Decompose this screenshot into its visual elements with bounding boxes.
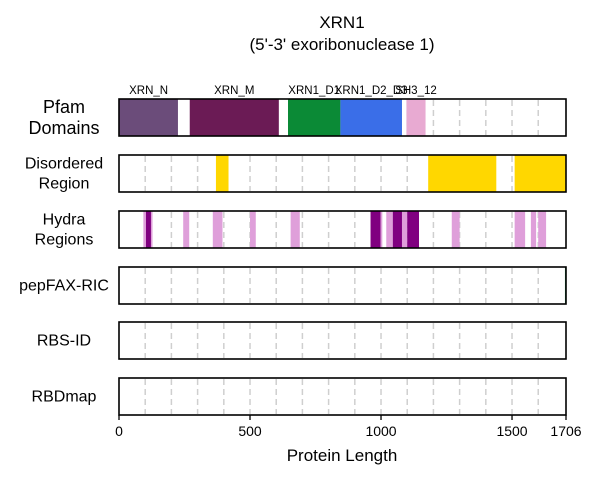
segment-2-9: [386, 211, 393, 248]
track-label: Domains: [28, 118, 99, 138]
segment-xrn1-d2-d3: [340, 99, 402, 136]
segment-2-13: [451, 211, 460, 248]
track-label: RBDmap: [32, 389, 97, 406]
segment-1-2: [514, 155, 566, 192]
track-1: Disordered Region: [25, 154, 567, 193]
segment-1-0: [215, 155, 229, 192]
segment-2-2: [150, 211, 153, 248]
segment-2-14: [514, 211, 526, 248]
domain-label: SH3_12: [395, 85, 437, 97]
track-background: [119, 267, 566, 304]
track-label: pepFAX-RIC: [19, 278, 109, 295]
segment-2-6: [290, 211, 300, 248]
x-tick-label: 500: [238, 423, 262, 439]
track-border: [118, 154, 567, 193]
x-axis: 0 500 1000 1500 1706: [115, 415, 582, 439]
track-border: [118, 210, 567, 249]
segment-xrn-n: [119, 99, 178, 136]
track-border: [118, 266, 567, 305]
segment-xrn-m: [189, 99, 279, 136]
track-label: RBS-ID: [37, 333, 91, 350]
x-tick-label: 1000: [365, 423, 396, 439]
track-background: [119, 322, 566, 359]
segment-2-0: [143, 211, 146, 248]
segment-2-5: [250, 211, 256, 248]
track-background: [119, 378, 566, 415]
track-3: pepFAX-RIC: [19, 266, 567, 305]
segment-sh3-12: [406, 99, 426, 136]
track-background: [119, 155, 566, 192]
chart-title: XRN1: [319, 13, 364, 32]
track-border: [118, 377, 567, 416]
x-tick-label: 1706: [550, 423, 581, 439]
segment-2-12: [407, 211, 420, 248]
x-axis-label: Protein Length: [287, 446, 398, 465]
track-5: RBDmap: [32, 377, 567, 416]
track-label: Pfam: [43, 97, 85, 117]
segment-2-4: [212, 211, 223, 248]
track-border: [118, 98, 567, 137]
segment-2-8: [380, 211, 383, 248]
domain-label: XRN1_D1: [288, 85, 340, 97]
x-tick-label: 0: [115, 423, 123, 439]
domain-label: XRN1_D2_D3: [335, 85, 408, 97]
segment-2-3: [183, 211, 190, 248]
segment-2-15: [530, 211, 537, 248]
x-tick-label: 1500: [496, 423, 527, 439]
segment-1-1: [428, 155, 497, 192]
track-label: Regions: [35, 232, 94, 249]
domain-label: XRN_N: [129, 85, 168, 97]
domain-label: XRN_M: [214, 85, 254, 97]
segment-2-1: [145, 211, 151, 248]
track-label: Region: [39, 176, 90, 193]
track-4: RBS-ID: [37, 321, 567, 360]
segment-2-7: [370, 211, 381, 248]
chart-subtitle: (5'-3' exoribonuclease 1): [249, 35, 434, 54]
track-label: Disordered: [25, 156, 103, 173]
segment-2-16: [538, 211, 547, 248]
segment-2-10: [392, 211, 402, 248]
segment-2-11: [401, 211, 408, 248]
track-background: [119, 211, 566, 248]
segment-xrn1-d1: [288, 99, 341, 136]
track-border: [118, 321, 567, 360]
track-label: Hydra: [43, 212, 86, 229]
track-2: Hydra Regions: [35, 210, 567, 249]
